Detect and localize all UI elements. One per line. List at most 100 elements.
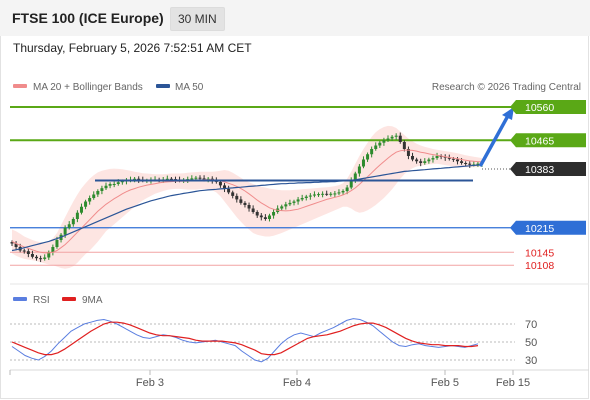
candle-up	[280, 206, 284, 209]
candle-down	[243, 202, 247, 205]
candle-down	[239, 199, 243, 203]
candle-down	[255, 212, 259, 216]
ma20-line	[11, 149, 483, 254]
candle-up	[349, 180, 353, 188]
candle-down	[398, 135, 402, 142]
candle-up	[366, 154, 370, 160]
candle-up	[133, 178, 137, 180]
ma50-legend-label: MA 50	[175, 82, 204, 93]
candle-down	[468, 163, 472, 165]
candle-down	[202, 178, 206, 180]
candle-up	[386, 138, 390, 141]
candle-down	[464, 163, 468, 164]
candle-up	[394, 135, 398, 137]
candle-up	[357, 166, 361, 174]
candle-down	[460, 161, 464, 163]
candle-up	[272, 212, 276, 216]
level-tag-bg-10215	[510, 220, 586, 235]
rsi-tick-70: 70	[525, 319, 537, 331]
ma50-legend-swatch	[156, 84, 170, 88]
candle-down	[406, 149, 410, 156]
rsi-ma-legend-label: 9MA	[82, 295, 103, 306]
candle-down	[259, 215, 263, 218]
candle-up	[300, 198, 304, 200]
candle-up	[116, 182, 120, 184]
price-levels	[10, 106, 514, 266]
candle-down	[451, 158, 455, 160]
candle-up	[92, 194, 96, 198]
candle-up	[382, 140, 386, 143]
candle-up	[51, 247, 55, 253]
candle-up	[337, 192, 341, 194]
bb-legend-swatch	[13, 84, 27, 88]
level-tag-10383: 10383	[525, 164, 554, 176]
candle-up	[63, 227, 67, 235]
ma50-line	[11, 164, 483, 252]
level-tag-10560: 10560	[525, 102, 554, 114]
candle-down	[415, 159, 419, 162]
candle-down	[169, 178, 173, 180]
level-tag-bg-10383	[510, 161, 586, 176]
level-tag-bg-10465	[510, 133, 586, 148]
candle-down	[137, 178, 141, 180]
candle-down	[14, 243, 18, 247]
rsi-tick-50: 50	[525, 337, 537, 349]
candle-up	[292, 201, 296, 203]
rsi-legend-label: RSI	[33, 295, 50, 306]
candle-up	[296, 199, 300, 202]
candle-down	[455, 159, 459, 162]
x-tick-label: Feb 4	[283, 377, 311, 389]
bollinger-bands	[12, 125, 482, 269]
candle-up	[84, 201, 88, 207]
candle-up	[341, 191, 345, 193]
candle-down	[39, 258, 43, 260]
candle-up	[55, 240, 59, 247]
candle-up	[288, 202, 292, 205]
candle-down	[30, 254, 34, 257]
level-tag-bg-10560	[510, 100, 586, 114]
candle-down	[235, 195, 239, 200]
rsi-ma-line	[11, 321, 479, 356]
candle-up	[104, 185, 108, 189]
candle-up	[100, 188, 104, 191]
candle-down	[419, 161, 423, 163]
level-tag-10145: 10145	[525, 247, 554, 259]
candle-up	[312, 194, 316, 196]
candle-down	[10, 242, 14, 244]
candle-up	[112, 184, 116, 185]
forecast-arrow-head	[502, 107, 514, 120]
level-tag-10108: 10108	[525, 260, 554, 272]
candle-up	[427, 159, 431, 162]
candle-up	[374, 145, 378, 149]
x-axis: Feb 3 Feb 4 Feb 5 Feb 15	[9, 370, 530, 389]
chart-header	[0, 0, 590, 36]
candle-up	[353, 173, 357, 181]
timeframe-button[interactable]: 30 MIN	[170, 7, 225, 31]
candle-down	[325, 193, 329, 195]
candle-up	[423, 161, 427, 163]
candle-down	[411, 156, 415, 160]
candle-up	[345, 187, 349, 191]
candle-up	[43, 257, 47, 259]
candle-up	[333, 193, 337, 195]
trend-lines	[95, 107, 514, 182]
candle-up	[378, 142, 382, 146]
candle-down	[443, 156, 447, 158]
forecast-arrow-line	[479, 114, 510, 167]
rsi-ma-legend-swatch	[62, 297, 76, 301]
candle-up	[308, 195, 312, 197]
x-tick-label: Feb 3	[136, 377, 164, 389]
candle-down	[35, 256, 39, 259]
candle-down	[198, 177, 202, 179]
bb-legend-label: MA 20 + Bollinger Bands	[33, 82, 143, 93]
candle-up	[304, 196, 308, 198]
candle-down	[263, 217, 267, 219]
chart-title: FTSE 100 (ICE Europe)	[12, 10, 164, 26]
candle-down	[247, 205, 251, 209]
candle-down	[447, 157, 451, 159]
candle-up	[267, 215, 271, 219]
candle-down	[231, 192, 235, 196]
candle-up	[370, 149, 374, 155]
